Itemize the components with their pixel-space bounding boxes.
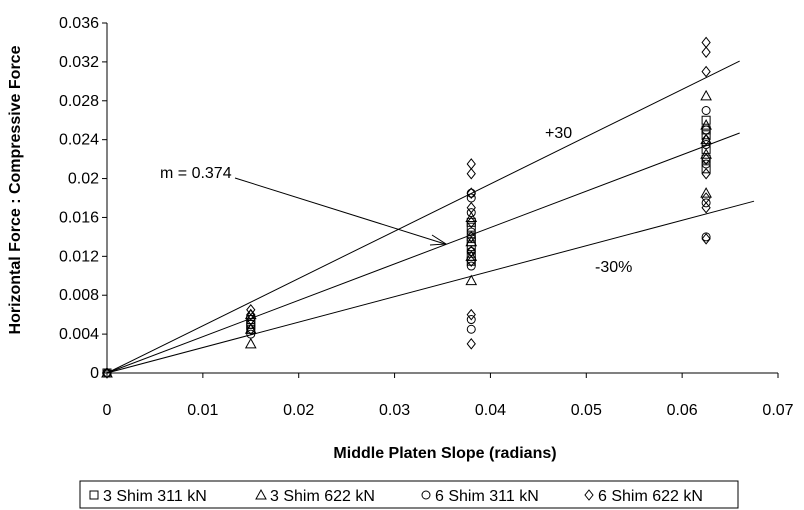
x-axis-title: Middle Platen Slope (radians) <box>333 445 556 462</box>
data-point-triangle <box>700 119 712 130</box>
trend-line <box>106 200 755 374</box>
data-point-circle <box>466 315 476 325</box>
data-point-diamond <box>246 308 256 321</box>
series-circle <box>102 106 711 378</box>
plot-area <box>102 22 779 378</box>
data-point-square <box>701 154 711 164</box>
data-point-triangle <box>244 323 257 334</box>
data-point-square <box>466 217 476 227</box>
y-tick-label: 0.016 <box>59 209 99 226</box>
data-point-diamond <box>701 36 711 49</box>
data-point-triangle <box>700 187 712 198</box>
legend-marker-circle <box>421 490 431 500</box>
legend-label: 6 Shim 311 kN <box>435 488 539 505</box>
series-triangle <box>101 89 712 378</box>
data-point-diamond <box>246 323 256 336</box>
data-point-diamond <box>466 216 476 229</box>
data-point-diamond <box>701 167 711 180</box>
series-diamond <box>102 36 711 379</box>
data-point-diamond <box>466 255 476 267</box>
y-axis-title: Horizontal Force : Compressive Force <box>7 45 24 334</box>
legend-label: 3 Shim 622 kN <box>270 488 375 505</box>
tick-labels: 0 0.004 0.008 0.012 0.016 0.02 0.024 0.028 0.032… <box>59 15 794 419</box>
y-tick-label: 0.004 <box>59 326 99 343</box>
trend-line <box>106 60 740 374</box>
y-tick-label: 0.036 <box>59 15 99 32</box>
y-tick-label: 0 <box>90 365 99 382</box>
annotation-plus30: +30 <box>545 125 572 142</box>
y-tick-label: 0.028 <box>59 93 99 110</box>
data-point-triangle <box>700 89 712 101</box>
data-point-circle <box>701 125 711 135</box>
data-point-diamond <box>466 167 476 180</box>
data-point-diamond <box>701 133 711 146</box>
data-point-diamond <box>466 158 476 170</box>
x-tick-label: 0.04 <box>475 402 506 419</box>
y-tick-label: 0.008 <box>59 287 99 304</box>
annotation-slope: m = 0.374 <box>160 165 232 182</box>
annotation-arrowhead <box>429 234 448 246</box>
data-point-circle <box>701 198 711 208</box>
legend-marker-diamond <box>584 489 594 501</box>
data-point-triangle <box>465 250 478 261</box>
data-point-diamond <box>246 313 256 326</box>
x-tick-label: 0.02 <box>283 402 314 419</box>
legend: 3 Shim 311 kN 3 Shim 622 kN 6 Shim 311 kN 6… <box>79 480 739 509</box>
annotation-arrow <box>234 177 446 245</box>
annotation-minus30: -30% <box>595 259 632 276</box>
y-tick-label: 0.02 <box>68 171 99 188</box>
data-point-diamond <box>466 338 476 350</box>
data-point-diamond <box>701 233 711 245</box>
data-point-diamond <box>701 201 711 214</box>
data-point-diamond <box>466 231 476 243</box>
legend-marker-triangle <box>255 488 267 500</box>
data-point-diamond <box>466 201 476 214</box>
series-square <box>102 115 711 378</box>
data-point-diamond <box>102 367 112 379</box>
x-tick-label: 0 <box>103 402 112 419</box>
data-points <box>101 36 712 379</box>
x-tick-label: 0.07 <box>762 402 793 419</box>
data-point-triangle <box>700 133 712 145</box>
data-point-triangle <box>465 274 478 286</box>
legend-box <box>79 480 739 509</box>
trend-lines <box>106 60 755 374</box>
data-point-square <box>701 115 711 125</box>
data-point-diamond <box>701 192 711 204</box>
data-point-circle <box>701 232 711 242</box>
y-tick-label: 0.012 <box>59 248 99 265</box>
legend-label: 6 Shim 622 kN <box>598 488 703 505</box>
data-point-triangle <box>465 211 478 222</box>
data-point-diamond <box>466 245 476 258</box>
data-point-circle <box>701 106 711 115</box>
data-point-circle <box>701 140 711 150</box>
data-point-diamond <box>466 187 476 199</box>
data-point-triangle <box>700 148 712 159</box>
legend-marker-square <box>89 490 99 500</box>
x-tick-label: 0.06 <box>667 402 698 419</box>
data-point-diamond <box>701 46 711 58</box>
data-point-triangle <box>244 308 257 320</box>
data-point-circle <box>466 324 476 334</box>
data-point-diamond <box>466 308 476 321</box>
data-point-circle <box>246 329 256 339</box>
x-tick-label: 0.03 <box>379 402 410 419</box>
x-tick-label: 0.05 <box>571 402 602 419</box>
y-tick-label: 0.024 <box>59 132 99 149</box>
legend-label: 3 Shim 311 kN <box>103 488 207 505</box>
x-tick-label: 0.01 <box>187 402 218 419</box>
data-point-diamond <box>701 153 711 165</box>
y-tick-label: 0.032 <box>59 54 99 71</box>
data-point-triangle <box>244 337 257 349</box>
data-point-square <box>701 130 711 140</box>
data-point-circle <box>466 261 476 271</box>
data-point-diamond <box>246 304 256 316</box>
data-point-square <box>466 256 476 266</box>
trend-line <box>106 132 740 374</box>
data-point-diamond <box>701 65 711 78</box>
